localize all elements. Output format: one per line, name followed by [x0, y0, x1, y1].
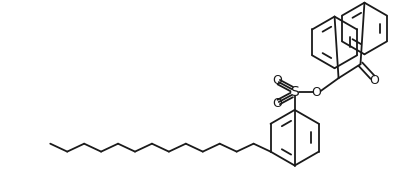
Text: S: S — [290, 85, 299, 99]
Text: O: O — [272, 97, 282, 111]
Text: O: O — [272, 74, 282, 87]
Text: O: O — [369, 74, 379, 87]
Text: O: O — [312, 85, 321, 99]
